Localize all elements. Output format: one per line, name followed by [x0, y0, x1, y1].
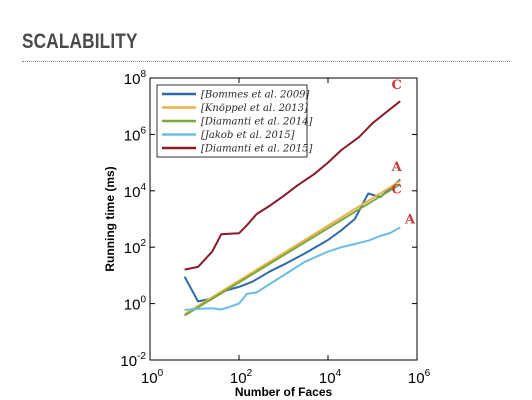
- legend-label-diamanti2014: [Diamanti et al. 2014]: [201, 117, 312, 128]
- series-line-knoppel: [184, 180, 401, 316]
- annotation-label: A: [404, 212, 416, 227]
- title-divider: [22, 61, 510, 62]
- legend-label-diamanti2015: [Diamanti et al. 2015]: [201, 144, 312, 155]
- legend-label-jakob: [Jakob et al. 2015]: [201, 130, 295, 141]
- series-lines: [183, 100, 401, 317]
- plot-frame: [149, 77, 418, 361]
- series-line-diamanti2014: [184, 183, 401, 317]
- legend-label-knoppel: [Knöppel et al. 2013]: [201, 103, 308, 114]
- y-tick-label: 102: [124, 238, 147, 257]
- slide-title: SCALABILITY: [22, 30, 138, 53]
- legend: [Bommes et al. 2009] [Knöppel et al. 2013…: [156, 84, 312, 158]
- x-tick-label: 104: [319, 368, 342, 387]
- y-tick-label: 106: [124, 125, 147, 144]
- y-axis-label: Running time (ms): [103, 166, 117, 271]
- x-tick-label: 100: [141, 368, 164, 387]
- series-line-jakob: [184, 226, 401, 311]
- y-tick-label: 10-2: [120, 351, 146, 370]
- x-tick-label: 102: [230, 368, 253, 387]
- legend-label-bommes: [Bommes et al. 2009]: [201, 90, 310, 101]
- series-line-diamanti2015: [184, 100, 401, 271]
- x-axis-label: Number of Faces: [235, 385, 333, 399]
- y-tick-label: 108: [124, 69, 147, 88]
- annotation-label: C: [392, 183, 402, 198]
- annotation-label: A: [391, 160, 403, 175]
- y-tick-label: 104: [124, 182, 147, 201]
- annotation-label: C: [392, 78, 402, 93]
- x-tick-label: 106: [408, 368, 431, 387]
- y-tick-label: 100: [124, 295, 147, 314]
